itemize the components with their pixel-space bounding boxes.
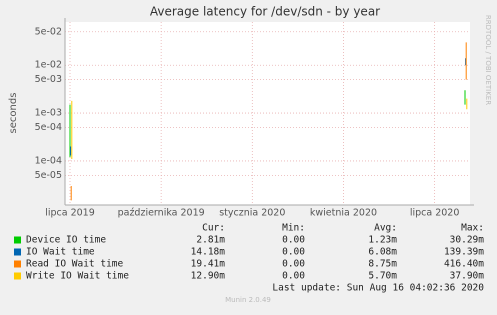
legend-value: 1.23m bbox=[368, 235, 397, 246]
footer: Munin 2.0.49 bbox=[225, 296, 271, 304]
chart-title: Average latency for /dev/sdn - by year bbox=[150, 5, 380, 19]
legend-value: 139.39m bbox=[444, 247, 484, 258]
series-line bbox=[69, 90, 466, 158]
legend-label: Write IO Wait time bbox=[26, 271, 129, 282]
legend-label: IO Wait time bbox=[26, 247, 95, 258]
legend-label: Read IO Wait time bbox=[26, 259, 124, 270]
y-tick-label: 5e-05 bbox=[35, 170, 62, 181]
legend-label: Device IO time bbox=[26, 235, 106, 246]
legend-value: 0.00 bbox=[282, 235, 305, 246]
legend-swatch bbox=[14, 260, 21, 268]
legend-value: 0.00 bbox=[282, 247, 305, 258]
y-tick-label: 5e-02 bbox=[35, 26, 62, 37]
legend-swatch bbox=[14, 248, 21, 256]
legend-header: Cur: bbox=[202, 223, 225, 234]
series-line bbox=[70, 42, 467, 201]
y-tick-label: 1e-04 bbox=[35, 155, 62, 166]
legend-value: 14.18m bbox=[191, 247, 226, 258]
x-tick-label: kwietnia 2020 bbox=[310, 208, 377, 219]
legend-value: 416.40m bbox=[444, 259, 484, 270]
legend-header: Max: bbox=[461, 223, 484, 234]
legend-value: 0.00 bbox=[282, 271, 305, 282]
x-tick-label: lipca 2019 bbox=[45, 208, 95, 219]
last-update: Last update: Sun Aug 16 04:02:36 2020 bbox=[272, 283, 484, 294]
y-tick-label: 5e-04 bbox=[35, 122, 62, 133]
legend-value: 19.41m bbox=[191, 259, 226, 270]
legend-value: 8.75m bbox=[368, 259, 397, 270]
legend-value: 0.00 bbox=[282, 259, 305, 270]
legend-header: Avg: bbox=[374, 223, 397, 234]
legend-value: 37.90m bbox=[450, 271, 485, 282]
legend-swatch bbox=[14, 236, 21, 244]
plot-area bbox=[65, 22, 470, 205]
legend-value: 6.08m bbox=[368, 247, 397, 258]
legend-header: Min: bbox=[282, 223, 305, 234]
legend-value: 12.90m bbox=[191, 271, 226, 282]
legend-swatch bbox=[14, 272, 21, 280]
x-tick-label: października 2019 bbox=[118, 208, 205, 219]
legend-value: 2.81m bbox=[196, 235, 225, 246]
x-tick-label: stycznia 2020 bbox=[219, 208, 285, 219]
side-text: RRDTOOL / TOBI OETIKER bbox=[484, 15, 492, 105]
legend-value: 30.29m bbox=[450, 235, 485, 246]
x-tick-label: lipca 2020 bbox=[410, 208, 460, 219]
y-axis-label: seconds bbox=[8, 93, 19, 134]
series-line bbox=[71, 98, 468, 159]
legend-value: 5.70m bbox=[368, 271, 397, 282]
y-tick-label: 1e-03 bbox=[35, 108, 62, 119]
y-tick-label: 5e-03 bbox=[35, 74, 62, 85]
series-line bbox=[70, 58, 467, 156]
y-tick-label: 1e-02 bbox=[35, 60, 62, 71]
